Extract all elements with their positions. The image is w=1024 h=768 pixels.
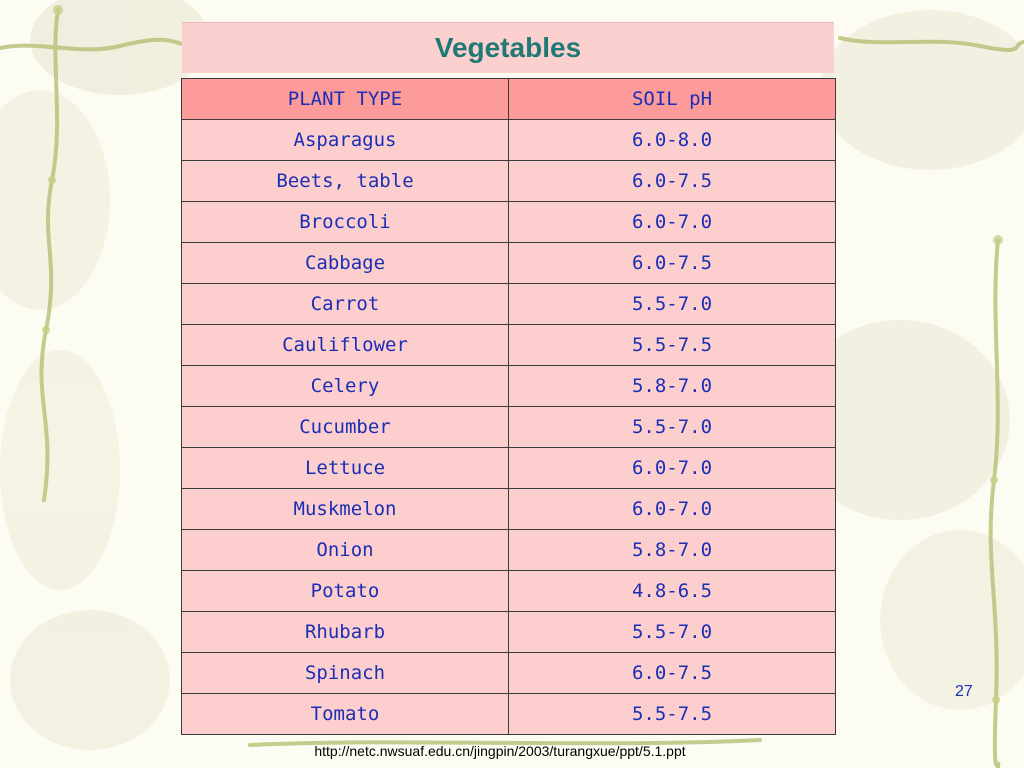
soil-ph-cell: 5.5-7.5: [508, 693, 836, 735]
page-number: 27: [955, 683, 973, 700]
plant-type-cell: Muskmelon: [181, 488, 509, 530]
plant-type-cell: Rhubarb: [181, 611, 509, 653]
soil-ph-cell: 5.5-7.0: [508, 406, 836, 448]
plant-type-cell: Onion: [181, 529, 509, 571]
plant-type-cell: Carrot: [181, 283, 509, 325]
plant-type-cell: Broccoli: [181, 201, 509, 243]
plant-type-cell: Celery: [181, 365, 509, 407]
table-row: Lettuce 6.0-7.0: [181, 447, 836, 489]
table-row: Carrot 5.5-7.0: [181, 283, 836, 325]
plant-type-cell: Beets, table: [181, 160, 509, 202]
soil-ph-cell: 6.0-7.0: [508, 488, 836, 530]
soil-ph-cell: 6.0-8.0: [508, 119, 836, 161]
slide-title-box: Vegetables: [182, 22, 834, 73]
plant-type-cell: Tomato: [181, 693, 509, 735]
soil-ph-cell: 6.0-7.5: [508, 242, 836, 284]
header-soil-ph: SOIL pH: [508, 78, 836, 120]
plant-type-cell: Cauliflower: [181, 324, 509, 366]
table-row: Broccoli 6.0-7.0: [181, 201, 836, 243]
table-row: Potato 4.8-6.5: [181, 570, 836, 612]
plant-type-cell: Cucumber: [181, 406, 509, 448]
plant-type-cell: Potato: [181, 570, 509, 612]
soil-ph-cell: 5.5-7.0: [508, 283, 836, 325]
soil-ph-cell: 4.8-6.5: [508, 570, 836, 612]
plant-type-cell: Spinach: [181, 652, 509, 694]
table-row: Cucumber 5.5-7.0: [181, 406, 836, 448]
soil-ph-cell: 5.8-7.0: [508, 365, 836, 407]
table-row: Muskmelon 6.0-7.0: [181, 488, 836, 530]
source-url: http://netc.nwsuaf.edu.cn/jingpin/2003/t…: [314, 743, 686, 759]
table-row: Tomato 5.5-7.5: [181, 693, 836, 735]
table-row: Onion 5.8-7.0: [181, 529, 836, 571]
soil-ph-cell: 6.0-7.0: [508, 447, 836, 489]
plant-type-cell: Cabbage: [181, 242, 509, 284]
table-row: Cauliflower 5.5-7.5: [181, 324, 836, 366]
table-row: Spinach 6.0-7.5: [181, 652, 836, 694]
table-header-row: PLANT TYPE SOIL pH: [181, 78, 836, 120]
soil-ph-cell: 5.5-7.5: [508, 324, 836, 366]
soil-ph-cell: 6.0-7.5: [508, 652, 836, 694]
table-row: Beets, table 6.0-7.5: [181, 160, 836, 202]
table-row: Celery 5.8-7.0: [181, 365, 836, 407]
plant-type-cell: Asparagus: [181, 119, 509, 161]
header-plant-type: PLANT TYPE: [181, 78, 509, 120]
table-row: Cabbage 6.0-7.5: [181, 242, 836, 284]
soil-ph-cell: 6.0-7.0: [508, 201, 836, 243]
vegetable-soil-ph-table: PLANT TYPE SOIL pH Asparagus 6.0-8.0 Beet…: [181, 78, 836, 735]
soil-ph-cell: 6.0-7.5: [508, 160, 836, 202]
table-row: Asparagus 6.0-8.0: [181, 119, 836, 161]
plant-type-cell: Lettuce: [181, 447, 509, 489]
soil-ph-cell: 5.5-7.0: [508, 611, 836, 653]
soil-ph-cell: 5.8-7.0: [508, 529, 836, 571]
slide-title: Vegetables: [434, 32, 582, 63]
table-row: Rhubarb 5.5-7.0: [181, 611, 836, 653]
